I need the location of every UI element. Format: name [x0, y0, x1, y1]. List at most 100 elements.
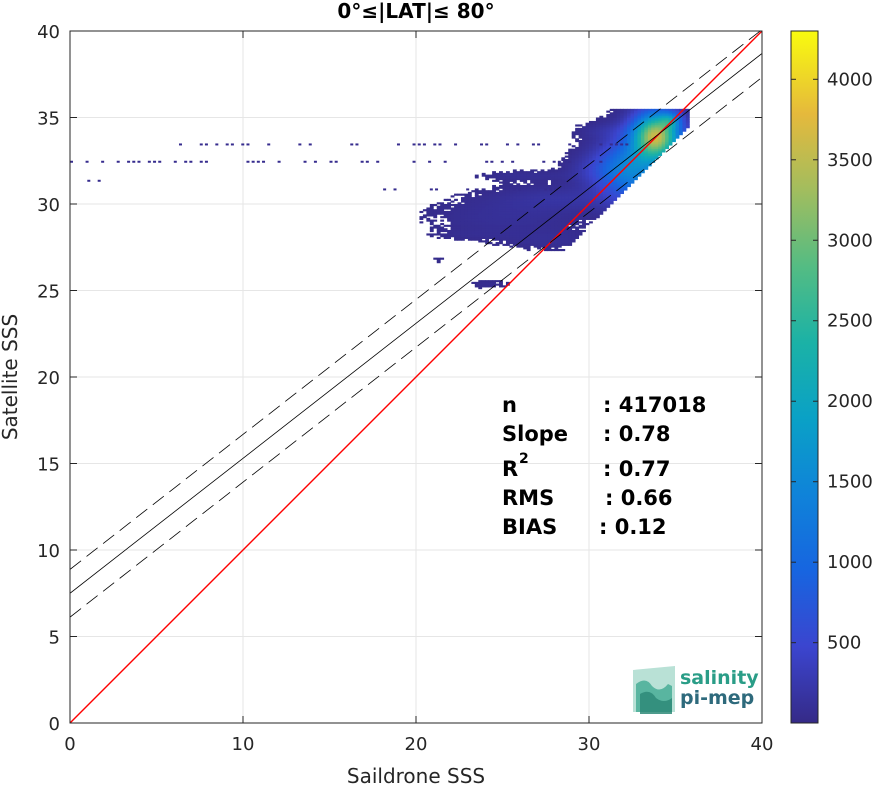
- heat-cell: [599, 202, 604, 205]
- heat-cell: [550, 169, 555, 172]
- heat-cell: [616, 190, 621, 193]
- heat-cell: [609, 108, 614, 111]
- heat-cell: [526, 204, 531, 207]
- heat-cell: [585, 138, 590, 141]
- heat-cell: [599, 198, 604, 201]
- heat-cell: [658, 119, 663, 122]
- heat-cell: [589, 176, 593, 179]
- heat-cell: [509, 179, 514, 182]
- heat-cell: [557, 217, 562, 220]
- heat-cell-sparse: [466, 188, 470, 191]
- heat-cell-sparse: [246, 160, 250, 163]
- heat-cell: [550, 181, 555, 184]
- heat-cell: [512, 233, 517, 236]
- heat-cell: [540, 216, 545, 219]
- heat-cell: [620, 136, 624, 139]
- heat-cell: [471, 212, 476, 215]
- heat-cell: [502, 183, 507, 186]
- heat-cell: [512, 207, 517, 210]
- heat-cell: [654, 133, 659, 136]
- heat-cell: [578, 200, 583, 203]
- heat-cell: [582, 150, 586, 153]
- heat-cell: [481, 212, 486, 215]
- heat-cell: [540, 228, 545, 231]
- heat-cell: [640, 115, 645, 118]
- heat-cell: [519, 214, 524, 217]
- heat-cell: [474, 193, 479, 196]
- heat-cell-sparse: [557, 160, 561, 163]
- heat-cell: [568, 198, 573, 201]
- heat-cell: [637, 145, 642, 148]
- heat-cell: [609, 115, 614, 118]
- density-heatmap: [70, 108, 690, 290]
- heat-cell: [616, 110, 621, 113]
- heat-cell: [561, 226, 566, 229]
- heat-cell: [467, 231, 472, 234]
- heat-cell: [533, 188, 538, 191]
- heat-cell: [575, 188, 580, 191]
- heat-cell: [540, 197, 545, 200]
- heat-cell: [623, 133, 628, 136]
- heat-cell: [620, 124, 624, 127]
- heat-cell: [474, 190, 479, 193]
- heat-cell: [533, 183, 538, 186]
- heat-cell: [447, 216, 451, 219]
- heat-cell: [644, 146, 649, 150]
- heat-cell: [595, 216, 600, 219]
- heat-cell: [457, 231, 462, 234]
- heat-cell: [685, 124, 690, 127]
- heat-cell: [606, 188, 611, 191]
- heat-cell: [544, 210, 548, 214]
- heat-cell: [606, 124, 611, 127]
- heat-cell: [547, 174, 552, 177]
- heat-cell: [575, 209, 580, 212]
- heat-cell: [627, 141, 631, 144]
- heat-cell: [654, 141, 659, 144]
- heat-cell: [599, 204, 604, 207]
- heat-cell: [509, 183, 514, 186]
- heat-cell: [561, 178, 566, 181]
- heat-cell: [537, 247, 541, 250]
- heat-cell: [547, 231, 552, 234]
- heat-cell: [564, 186, 569, 189]
- heat-cell: [661, 112, 666, 115]
- heat-cell: [654, 117, 659, 120]
- heat-cell: [481, 221, 486, 224]
- heat-cell: [651, 117, 656, 120]
- heat-cell: [467, 238, 472, 241]
- heat-cell: [509, 221, 514, 224]
- heat-cell: [540, 184, 545, 188]
- heat-cell: [554, 193, 559, 196]
- heat-cell: [478, 210, 483, 214]
- heat-cell: [571, 167, 576, 170]
- heat-cell: [568, 148, 573, 151]
- heat-cell: [537, 207, 541, 210]
- heat-cell: [454, 228, 458, 231]
- heat-cell: [478, 233, 483, 236]
- heat-cell: [505, 193, 510, 196]
- heat-cell: [481, 200, 486, 203]
- heat-cell: [467, 214, 472, 217]
- heat-cell: [582, 143, 586, 146]
- heat-cell: [585, 183, 590, 186]
- heat-cell: [530, 195, 535, 198]
- heat-cell: [582, 191, 586, 195]
- stat-r2-value: : 0.77: [603, 457, 671, 481]
- heat-cell: [540, 245, 545, 248]
- heat-cell: [606, 197, 611, 200]
- heat-cell: [550, 167, 555, 170]
- heat-cell: [609, 167, 614, 170]
- heat-cell: [561, 224, 566, 227]
- heat-cell: [675, 120, 680, 124]
- heat-cell: [665, 134, 669, 137]
- heat-cell: [640, 126, 645, 129]
- heat-cell: [668, 119, 673, 122]
- heat-cell: [533, 169, 538, 172]
- heat-cell: [450, 207, 455, 210]
- heat-cell: [606, 155, 611, 158]
- heat-cell: [616, 133, 621, 136]
- heat-cell: [599, 207, 604, 210]
- heat-cell: [627, 122, 631, 125]
- heat-cell-sparse: [360, 160, 364, 163]
- heat-cell: [488, 209, 493, 212]
